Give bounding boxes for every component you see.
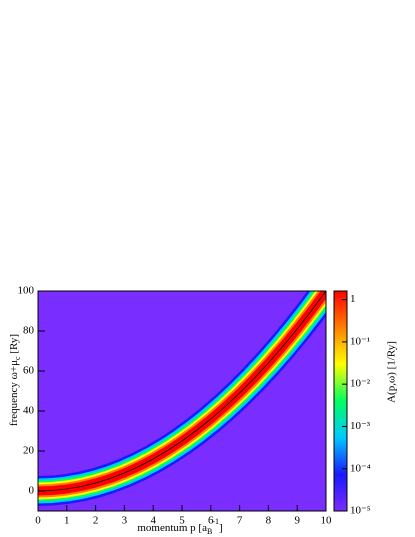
x-tick-label: 0 — [35, 515, 41, 527]
colorbar-frame — [333, 290, 348, 512]
y-label-end: [Ry] — [8, 334, 20, 356]
colorbar-tick-label: 10⁻² — [350, 378, 371, 390]
colorbar-tick-label: 10⁻⁴ — [350, 462, 371, 474]
x-tick-label: 4 — [150, 515, 156, 527]
plot-area — [38, 291, 326, 506]
ridge-line — [38, 291, 326, 492]
x-label-end: ] — [219, 522, 223, 534]
y-tick-label: 60 — [23, 365, 35, 377]
x-axis-label: momentum p [aB-1] — [137, 517, 222, 536]
y-axis-label: frequency ω+μc [Ry] — [8, 334, 22, 426]
colorbar-tick-label: 10⁻⁵ — [350, 505, 371, 517]
colorbar-label: A(p,ω) [1/Ry] — [386, 341, 398, 403]
x-tick-label: 8 — [266, 515, 272, 527]
x-label-sub: B — [207, 527, 212, 536]
y-tick-label: 40 — [23, 405, 35, 417]
x-tick-label: 6 — [208, 515, 214, 527]
x-tick-label: 10 — [321, 515, 333, 527]
x-tick-label: 2 — [93, 515, 99, 527]
x-tick-label: 5 — [179, 515, 185, 527]
x-label-sup: -1 — [212, 517, 219, 526]
y-label-main: frequency ω+μ — [8, 360, 20, 426]
y-tick-label: 100 — [18, 285, 35, 297]
colorbar-tick-label: 1 — [350, 293, 356, 305]
colorbar-tick-label: 10⁻¹ — [350, 335, 370, 347]
x-tick-label: 1 — [64, 515, 70, 527]
y-tick-label: 20 — [23, 445, 35, 457]
colorbar-tick-label: 10⁻³ — [350, 420, 371, 432]
y-label-sub: c — [13, 356, 22, 360]
x-tick-label: 7 — [237, 515, 243, 527]
x-tick-label: 9 — [294, 515, 300, 527]
y-tick-label: 80 — [23, 325, 35, 337]
x-label-main: momentum p [a — [137, 522, 207, 534]
x-tick-label: 3 — [122, 515, 128, 527]
colorbar — [334, 291, 347, 511]
y-tick-label: 0 — [29, 485, 35, 497]
